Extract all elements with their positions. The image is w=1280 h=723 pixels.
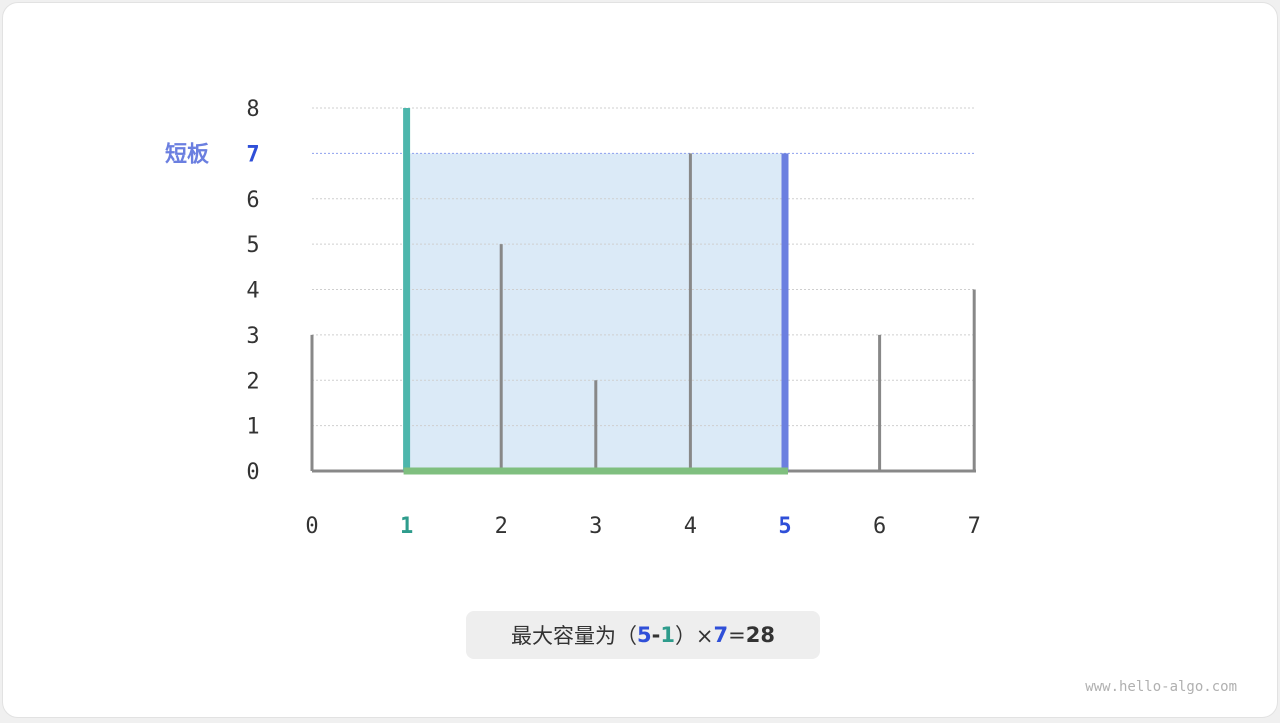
- y-tick-label: 4: [246, 279, 259, 304]
- x-tick-label: 3: [589, 514, 602, 539]
- caption-right-index: 5: [636, 623, 652, 647]
- y-tick-label: 3: [246, 324, 259, 349]
- caption-equals: =: [728, 623, 746, 647]
- x-tick-label: 5: [778, 514, 791, 539]
- x-tick-label: 0: [305, 514, 318, 539]
- caption-height: 7: [713, 623, 729, 647]
- y-tick-label: 5: [246, 233, 259, 258]
- x-tick-label: 1: [400, 514, 413, 539]
- caption-result: 28: [745, 623, 776, 647]
- watermark: www.hello-algo.com: [1085, 679, 1237, 695]
- y-tick-label: 0: [246, 460, 259, 485]
- x-tick-label: 4: [684, 514, 697, 539]
- x-tick-label: 2: [495, 514, 508, 539]
- y-tick-label: 1: [246, 415, 259, 440]
- caption-box: 最大容量为（ 5-1 ）× 7 = 28: [466, 611, 820, 659]
- caption-prefix: 最大容量为（: [510, 624, 637, 648]
- x-tick-label: 7: [968, 514, 981, 539]
- y-tick-label: 8: [246, 97, 259, 122]
- y-tick-label: 2: [246, 369, 259, 394]
- caption-left-index: 1: [660, 623, 675, 647]
- caption-times: ）×: [674, 624, 714, 648]
- caption-minus: -: [651, 623, 661, 647]
- short-board-label: 短板: [165, 142, 210, 167]
- y-tick-label: 6: [246, 188, 259, 213]
- x-tick-label: 6: [873, 514, 886, 539]
- container-chart: 0 1 2 3 4 5 6 7 8 短板 0 1 2 3 4 5 6 7: [165, 97, 981, 539]
- y-tick-label: 7: [246, 142, 259, 167]
